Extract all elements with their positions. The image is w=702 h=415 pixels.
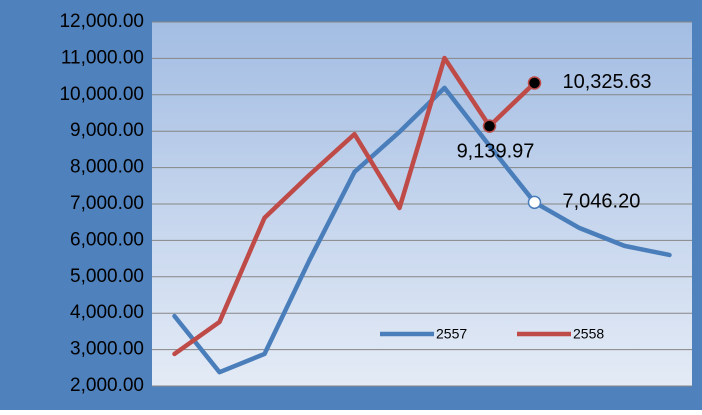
y-tick-label: 6,000.00 (70, 229, 144, 250)
y-tick-label: 11,000.00 (61, 47, 144, 68)
y-tick-label: 7,000.00 (70, 193, 144, 214)
series-line (172, 85, 672, 375)
data-label: 9,139.97 (457, 140, 535, 162)
y-tick-label: 2,000.00 (70, 375, 144, 396)
legend-label: 2557 (436, 326, 467, 342)
y-tick-label: 8,000.00 (70, 157, 144, 178)
y-tick-label: 9,000.00 (70, 120, 144, 141)
y-tick-label: 10,000.00 (59, 84, 144, 105)
data-marker (482, 119, 497, 133)
data-label: 7,046.20 (563, 191, 641, 213)
y-tick-label: 3,000.00 (70, 339, 144, 360)
legend-label: 2558 (573, 326, 604, 342)
data-label: 10,325.63 (563, 71, 652, 93)
series-line (172, 55, 537, 357)
data-marker (527, 195, 542, 210)
data-marker (527, 76, 542, 90)
y-tick-label: 5,000.00 (70, 266, 144, 287)
y-tick-label: 4,000.00 (70, 302, 144, 323)
y-tick-label: 12,000.00 (59, 11, 144, 32)
